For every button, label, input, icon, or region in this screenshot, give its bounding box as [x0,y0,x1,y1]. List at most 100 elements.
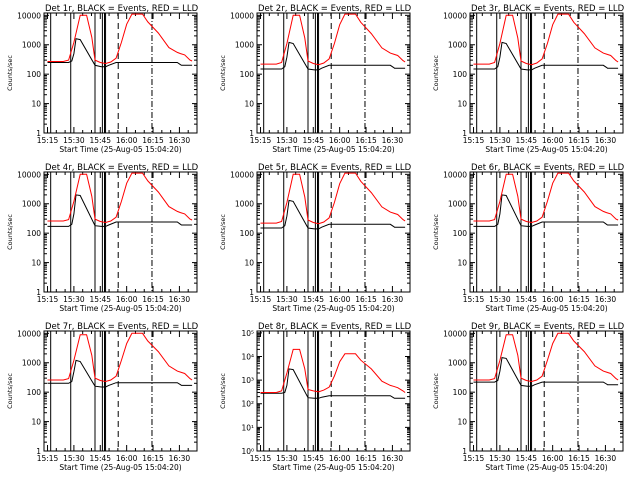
y-tick-label-10000: 10000 [443,329,467,338]
series-line-lld [47,172,193,224]
x-tick-label-15-30: 15:30 [63,454,85,463]
x-tick-label-15-45: 15:45 [302,136,324,145]
series-line-events [47,359,193,388]
x-tick-label-15-45: 15:45 [89,454,111,463]
marker-lines [476,172,579,292]
panel-title: Det 9r, BLACK = Events, RED = LLD [471,322,625,332]
y-tick-label-1000: 1000 [22,359,41,368]
marker-lines [263,172,366,292]
x-axis-label: Start Time (25-Aug-05 15:04:20) [485,463,607,472]
y-axis-label: Counts/sec [6,55,14,91]
x-tick-label-15-45: 15:45 [515,136,537,145]
x-axis-label: Start Time (25-Aug-05 15:04:20) [59,463,181,472]
series-line-lld [260,172,406,225]
detector-panel-9: 1 10 100 1000 10000 15:15 15:30 15:45 16:00 16:15… [432,322,625,472]
x-axis-label: Start Time (25-Aug-05 15:04:20) [59,304,181,313]
marker-lines [50,13,153,133]
y-tick-label-10: 10 [31,100,41,109]
x-tick-label-15-15: 15:15 [37,295,59,304]
x-tick-label-16-15: 16:15 [142,295,164,304]
y-tick-label-10: 10⁴ [241,352,254,361]
panel-title: Det 8r, BLACK = Events, RED = LLD [258,322,412,332]
y-tick-label-10000: 10000 [230,170,254,179]
series-group [47,172,193,227]
plot-frame [469,12,624,134]
x-tick-label-15-45: 15:45 [302,295,324,304]
y-axis-label: Counts/sec [219,55,227,91]
series-group [473,13,619,71]
x-tick-label-16-30: 16:30 [595,295,617,304]
panel-title: Det 3r, BLACK = Events, RED = LLD [471,4,625,14]
x-tick-label-15-45: 15:45 [515,295,537,304]
x-axis-label: Start Time (25-Aug-05 15:04:20) [485,304,607,313]
x-tick-label-16-30: 16:30 [382,136,404,145]
series-line-lld [473,332,619,383]
x-axis-label: Start Time (25-Aug-05 15:04:20) [485,145,607,154]
x-tick-label-15-15: 15:15 [463,295,485,304]
series-line-lld [473,13,619,66]
y-tick-label-10: 10 [244,259,254,268]
series-line-events [473,357,619,387]
plot-frame [43,330,198,452]
x-tick-label-16-00: 16:00 [542,136,564,145]
x-tick-label-16-30: 16:30 [382,295,404,304]
marker-lines [50,331,153,451]
y-tick-label-1000: 1000 [448,200,467,209]
x-tick-label-16-15: 16:15 [568,295,590,304]
y-tick-label-10000: 10000 [443,11,467,20]
panel-title: Det 5r, BLACK = Events, RED = LLD [258,163,412,173]
series-line-lld [260,348,406,393]
series-group [47,13,193,68]
plot-frame [256,330,411,452]
detector-panel-8: 10⁰ 10¹ 10² 10³ 10⁴ 10⁵ 15:15 15:30 15:45 16:00 16… [219,322,412,472]
detector-panel-5: 1 10 100 1000 10000 15:15 15:30 15:45 16:00 16:15… [219,163,412,313]
x-tick-label-16-30: 16:30 [169,454,191,463]
panel-title: Det 7r, BLACK = Events, RED = LLD [45,322,199,332]
x-tick-label-15-15: 15:15 [250,295,272,304]
x-tick-label-16-15: 16:15 [355,295,377,304]
y-tick-label-1: 1 [462,447,467,456]
series-line-events [47,38,193,68]
y-tick-label-1: 1 [36,129,41,138]
series-line-events [260,199,406,230]
detector-panel-3: 1 10 100 1000 10000 15:15 15:30 15:45 16:00 16:15… [432,4,625,154]
x-tick-label-16-30: 16:30 [169,136,191,145]
y-tick-label-100: 100 [453,229,468,238]
x-tick-label-15-30: 15:30 [63,295,85,304]
x-tick-label-16-00: 16:00 [116,295,138,304]
y-tick-label-100: 100 [453,388,468,397]
detector-panel-7: 1 10 100 1000 10000 15:15 15:30 15:45 16:00 16:15… [6,322,199,472]
y-tick-label-10: 10 [31,259,41,268]
x-tick-label-16-15: 16:15 [142,136,164,145]
series-line-events [473,41,619,71]
x-axis-label: Start Time (25-Aug-05 15:04:20) [272,145,394,154]
y-axis-label: Counts/sec [219,373,227,409]
y-tick-label-10: 10 [457,418,467,427]
x-tick-label-15-30: 15:30 [276,454,298,463]
y-axis-label: Counts/sec [6,373,14,409]
series-group [473,172,619,227]
x-tick-label-15-45: 15:45 [89,295,111,304]
marker-lines [263,13,366,133]
series-group [260,13,406,71]
series-group [47,332,193,388]
x-axis-label: Start Time (25-Aug-05 15:04:20) [272,463,394,472]
detector-panel-1: 1 10 100 1000 10000 15:15 15:30 15:45 16:00 16:15… [6,4,199,154]
y-tick-label-10000: 10000 [230,11,254,20]
x-axis-label: Start Time (25-Aug-05 15:04:20) [272,304,394,313]
panel-title: Det 2r, BLACK = Events, RED = LLD [258,4,412,14]
x-tick-label-16-15: 16:15 [355,136,377,145]
x-tick-label-16-15: 16:15 [568,136,590,145]
y-tick-label-1000: 1000 [235,41,254,50]
x-tick-label-16-00: 16:00 [329,295,351,304]
y-tick-label-10: 10¹ [241,423,254,432]
series-line-events [47,194,193,227]
y-tick-label-100: 100 [240,229,255,238]
x-tick-label-15-15: 15:15 [37,454,59,463]
x-tick-label-16-00: 16:00 [329,136,351,145]
x-tick-label-15-45: 15:45 [89,136,111,145]
y-tick-label-10: 10 [457,259,467,268]
series-line-lld [47,13,193,65]
